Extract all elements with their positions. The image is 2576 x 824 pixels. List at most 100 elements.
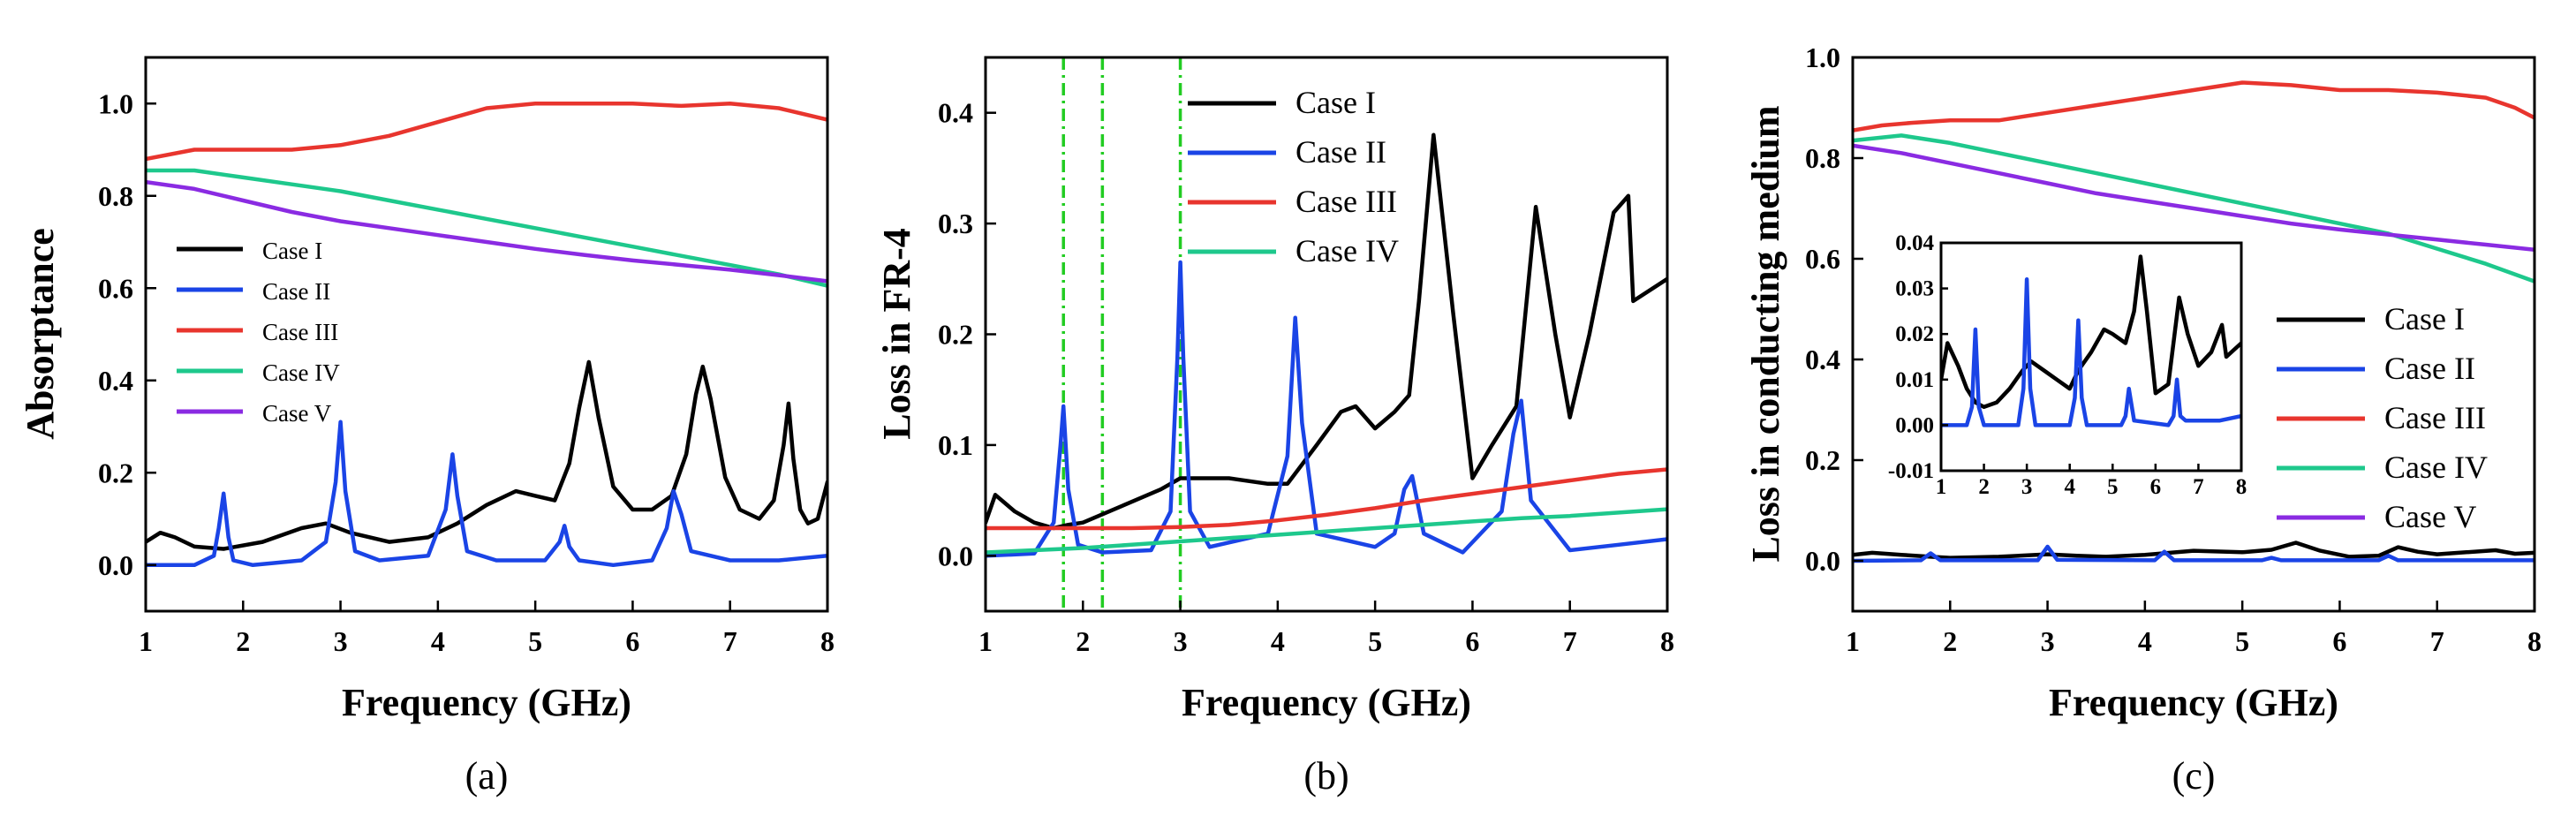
panel-a-ytick-label: 1.0 — [98, 87, 133, 119]
panel-c-inset-xtick-label: 7 — [2193, 475, 2204, 499]
panel-a-series-case-v — [146, 179, 827, 283]
panel-b-legend-label: Case II — [1296, 134, 1386, 170]
panel-c-legend-label: Case V — [2384, 499, 2476, 534]
panel-c-inset-series — [1941, 254, 2241, 427]
panel-c-ytick-label: 0.8 — [1805, 142, 1840, 174]
panel-c-inset-xtick-label: 2 — [1978, 475, 1990, 499]
panel-c-xtick-label: 7 — [2430, 625, 2444, 657]
panel-a-series-case-iii — [146, 102, 827, 162]
panel-b-series-case-iv — [986, 507, 1667, 555]
panel-a-xlabel: Frequency (GHz) — [342, 681, 631, 724]
panel-b-series-case-ii — [986, 260, 1667, 558]
panel-a-xtick-label: 1 — [139, 625, 153, 657]
panel-c-xtick-label: 8 — [2527, 625, 2542, 657]
panel-b-ytick-label: 0.2 — [938, 319, 973, 351]
panel-a-ticks: 1 2 3 4 5 6 7 8 0.0 0.2 0.4 0.6 0.8 1.0 — [98, 87, 835, 657]
panel-b-legend-label: Case III — [1296, 184, 1397, 219]
panel-c-inset-ytick-label: 0.00 — [1895, 413, 1934, 437]
panel-a-legend-label: Case IV — [262, 359, 340, 386]
panel-b-xtick-label: 2 — [1076, 625, 1090, 657]
panel-b: 1 2 3 4 5 6 7 80.00.10.20.30.4 Frequency (GHz) … — [875, 56, 1674, 798]
panel-a-xtick-label: 5 — [528, 625, 542, 657]
panel-c-ytick-label: 0.6 — [1805, 243, 1840, 275]
panel-a-ytick-label: 0.4 — [98, 365, 133, 397]
panel-c-inset-series-case-i — [1941, 254, 2241, 410]
panel-a-series — [146, 102, 827, 568]
panel-a-legend-label: Case III — [262, 319, 338, 345]
panel-b-xtick-label: 1 — [978, 625, 993, 657]
panel-c-series-case-ii — [1853, 544, 2534, 563]
panel-c-ytick-label: 1.0 — [1805, 42, 1840, 73]
panel-c-ylabel: Loss in conducting medium — [1744, 105, 1787, 562]
panel-a-ylabel: Absorptance — [19, 228, 62, 440]
panel-c-ytick-label: 0.0 — [1805, 545, 1840, 577]
panel-c-inset-ytick-label: 0.03 — [1895, 277, 1934, 301]
panel-b-xtick-label: 7 — [1563, 625, 1577, 657]
panel-a-series-case-iv — [146, 168, 827, 288]
panel-b-xtick-label: 8 — [1660, 625, 1674, 657]
panel-c-inset-background — [1941, 243, 2241, 471]
panel-c-inset-xtick-label: 5 — [2107, 475, 2119, 499]
panel-a-ytick-label: 0.0 — [98, 549, 133, 581]
panel-c-inset-xtick-label: 8 — [2236, 475, 2247, 499]
panel-a-label: (a) — [465, 754, 509, 798]
panel-c-label: (c) — [2172, 754, 2216, 798]
panel-b-series — [986, 132, 1667, 558]
panel-c: 1 2 3 4 5 6 7 8 0.0 0.2 0.4 0.6 0.8 1.0 Frequency (GH… — [1744, 42, 2542, 798]
panel-c-series — [1853, 80, 2534, 563]
panel-c-inset-ticks: 1 2 3 4 5 6 7 8 -0.01 0.00 0.01 0.02 0.03 0.04 — [1888, 231, 2247, 499]
panel-c-series-case-v — [1853, 143, 2534, 252]
panel-b-legend-label: Case IV — [1296, 233, 1399, 268]
panel-b-ylabel: Loss in FR-4 — [875, 228, 918, 440]
panel-c-inset-xtick-label: 6 — [2150, 475, 2162, 499]
panel-a-ytick-label: 0.2 — [98, 457, 133, 488]
panel-a-legend-label: Case V — [262, 400, 332, 427]
panel-c-inset-ytick-label: -0.01 — [1888, 459, 1934, 483]
panel-b-xtick-label: 3 — [1174, 625, 1188, 657]
panel-b-legend: Case I Case II Case III Case IV — [1188, 85, 1399, 268]
panel-c-inset-ytick-label: 0.04 — [1895, 231, 1934, 255]
panel-c-xtick-label: 5 — [2235, 625, 2249, 657]
panel-c-axes — [1851, 56, 2536, 613]
panel-a-xtick-label: 3 — [334, 625, 348, 657]
panel-c-xtick-label: 4 — [2138, 625, 2152, 657]
panel-c-inset-xtick-label: 3 — [2021, 475, 2033, 499]
panel-a: 1 2 3 4 5 6 7 8 0.0 0.2 0.4 0.6 0.8 1.0 Frequency (GH… — [19, 56, 835, 798]
panel-a-xtick-label: 2 — [236, 625, 250, 657]
panel-c-series-case-i — [1853, 541, 2534, 560]
panel-b-ytick-label: 0.3 — [938, 208, 973, 239]
panel-b-xtick-label: 6 — [1465, 625, 1479, 657]
panel-a-series-case-i — [146, 359, 827, 551]
panel-b-ticks: 1 2 3 4 5 6 7 8 0.0 0.1 0.2 0.3 0.4 — [938, 97, 1674, 657]
panel-b-legend-label: Case I — [1296, 85, 1376, 120]
panel-a-xtick-label: 7 — [723, 625, 737, 657]
panel-b-label: (b) — [1303, 754, 1348, 798]
panel-a-legend-label: Case I — [262, 238, 322, 264]
panel-a-legend-label: Case II — [262, 278, 330, 305]
panel-a-xtick-label: 6 — [625, 625, 639, 657]
panel-c-legend-label: Case I — [2384, 301, 2465, 336]
panel-b-series-case-iii — [986, 467, 1667, 531]
panel-a-ytick-label: 0.8 — [98, 180, 133, 212]
panel-c-inset: 1 2 3 4 5 6 7 8 -0.01 0.00 0.01 0.02 0.03 0.04 — [1888, 231, 2247, 499]
panel-c-ticks: 1 2 3 4 5 6 7 8 0.0 0.2 0.4 0.6 0.8 1.0 — [1805, 42, 2542, 657]
panel-c-xtick-label: 2 — [1943, 625, 1957, 657]
panel-c-xtick-label: 1 — [1846, 625, 1860, 657]
panel-b-vlines — [1061, 57, 1182, 611]
panel-b-xtick-label: 4 — [1271, 625, 1285, 657]
panel-b-ytick-label: 0.0 — [938, 540, 973, 571]
panel-c-xlabel: Frequency (GHz) — [2049, 681, 2338, 724]
panel-c-ytick-label: 0.4 — [1805, 344, 1840, 375]
panel-b-xlabel: Frequency (GHz) — [1182, 681, 1471, 724]
panel-a-series-case-ii — [146, 420, 827, 568]
panel-c-inset-ytick-label: 0.02 — [1895, 322, 1934, 346]
panel-c-inset-ytick-label: 0.01 — [1895, 368, 1934, 392]
panel-b-ytick-label: 0.1 — [938, 429, 973, 461]
panel-a-legend: Case I Case II Case III Case IV Case V — [177, 238, 340, 427]
panel-c-xtick-label: 6 — [2332, 625, 2346, 657]
panel-a-axes — [144, 56, 829, 613]
panel-c-inset-series-case-ii — [1941, 277, 2241, 427]
panel-c-ytick-label: 0.2 — [1805, 444, 1840, 476]
panel-b-xtick-label: 5 — [1368, 625, 1382, 657]
